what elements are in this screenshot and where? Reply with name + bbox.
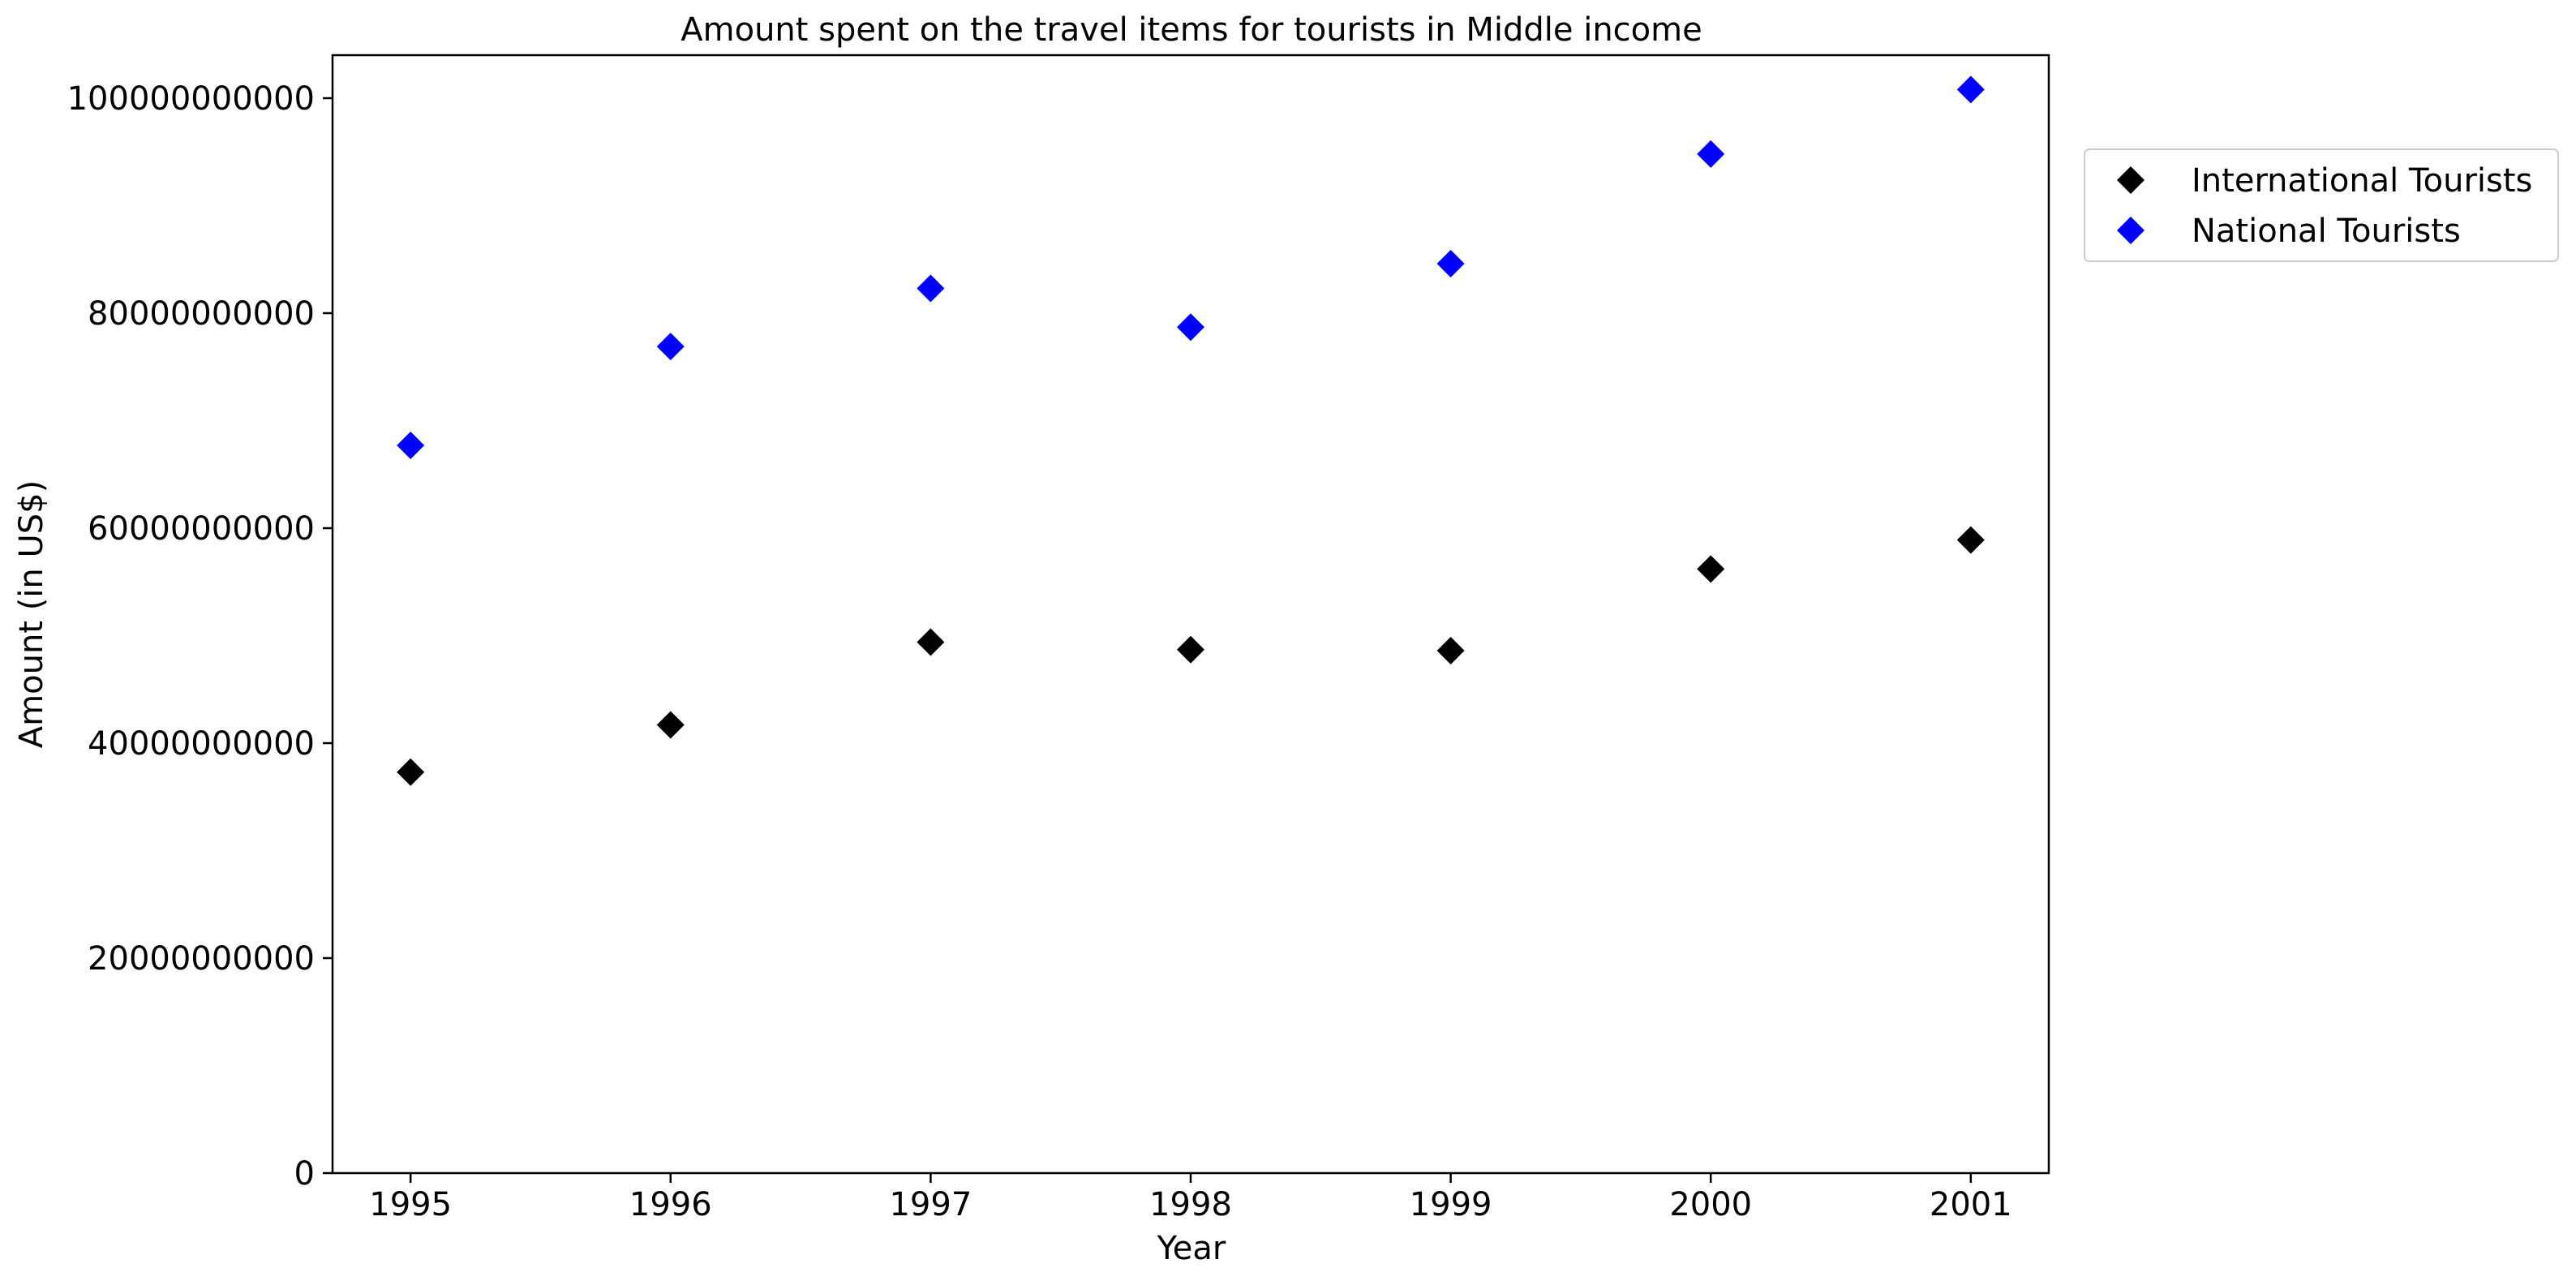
legend-label: National Tourists [2192, 213, 2461, 250]
x-tick-label: 2001 [1930, 1186, 2012, 1223]
x-tick-label: 1999 [1410, 1186, 1492, 1223]
y-tick-label: 0 [294, 1155, 315, 1193]
x-axis: 1995 1996 1997 1998 1999 2000 2001 [369, 1173, 2012, 1223]
data-point [917, 628, 945, 656]
data-point [1956, 75, 1985, 104]
y-axis-label: Amount (in US$) [13, 480, 50, 748]
y-tick-label: 80000000000 [88, 295, 315, 333]
y-tick-label: 20000000000 [88, 940, 315, 978]
x-tick-label: 1998 [1149, 1186, 1232, 1223]
legend: International Tourists National Tourists [2084, 148, 2559, 262]
y-tick-label: 100000000000 [67, 80, 315, 118]
data-point [917, 274, 945, 303]
series-national-tourists [397, 75, 1985, 459]
data-point [1436, 637, 1465, 665]
chart-title: Amount spent on the travel items for tou… [680, 11, 1702, 49]
data-point [1177, 313, 1204, 342]
legend-frame [2084, 148, 2559, 262]
series-international-tourists [397, 526, 1985, 786]
x-tick-label: 2000 [1669, 1186, 1752, 1223]
data-point [656, 333, 685, 361]
legend-entries: International Tourists National Tourists [2117, 162, 2532, 250]
data-point [1436, 250, 1465, 278]
data-point [397, 758, 425, 786]
data-point [656, 711, 685, 739]
legend-marker [2117, 217, 2145, 244]
y-tick-label: 60000000000 [88, 510, 315, 548]
data-point [1697, 140, 1725, 168]
data-point [1177, 635, 1204, 664]
data-point [1956, 526, 1985, 554]
legend-marker [2117, 166, 2145, 194]
plot-area [397, 75, 1985, 786]
data-point [1697, 555, 1725, 583]
data-point [397, 431, 425, 459]
x-axis-label: Year [1157, 1230, 1226, 1267]
x-tick-label: 1996 [629, 1186, 712, 1223]
y-tick-label: 40000000000 [88, 725, 315, 763]
x-tick-label: 1995 [369, 1186, 452, 1223]
legend-label: International Tourists [2192, 162, 2532, 200]
x-tick-label: 1997 [889, 1186, 972, 1223]
y-axis: 0 20000000000 40000000000 60000000000 800000… [67, 80, 333, 1193]
